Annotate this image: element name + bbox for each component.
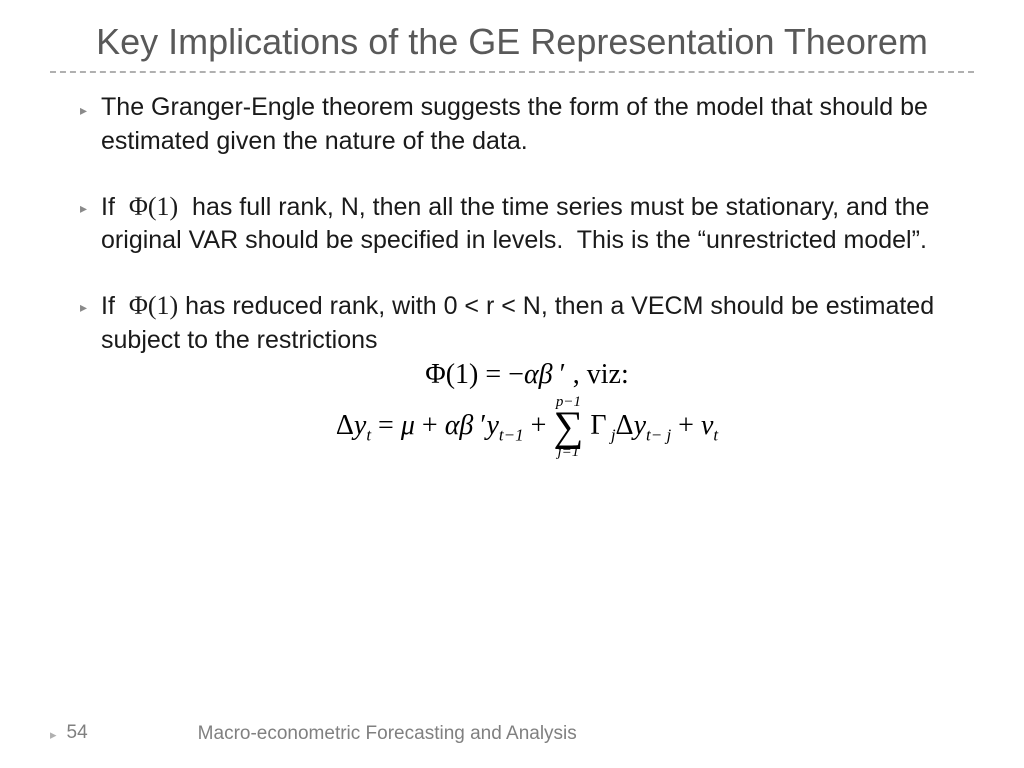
footer-marker-icon: ▸	[50, 727, 57, 743]
equation-line-2: Δyt = μ + αβ ′yt−1 + p−1 ∑ j=1 Γ jΔyt− j…	[336, 396, 718, 459]
page-number: 54	[67, 722, 88, 744]
equation-line-1: Φ(1) = −αβ ′ , viz:	[80, 360, 974, 391]
equation-right: Γ jΔyt− j + vt	[590, 410, 718, 441]
bullet-item: ▸ The Granger-Engle theorem suggests the…	[80, 91, 974, 159]
bullet-item: ▸ If Φ(1) has reduced rank, with 0 < r <…	[80, 288, 974, 358]
slide-container: Key Implications of the GE Representatio…	[0, 0, 1024, 768]
equation-left: Δyt = μ + αβ ′yt−1 +	[336, 410, 554, 441]
bullet-text: The Granger-Engle theorem suggests the f…	[101, 91, 974, 159]
equation-block: Φ(1) = −αβ ′ , viz: Δyt = μ + αβ ′yt−1 +…	[80, 360, 974, 459]
bullet-marker-icon: ▸	[80, 298, 87, 317]
title-divider	[50, 71, 974, 73]
summation: p−1 ∑ j=1	[553, 396, 583, 459]
bullet-text: If Φ(1) has reduced rank, with 0 < r < N…	[101, 288, 974, 358]
sum-lower: j=1	[553, 446, 583, 460]
footer-title: Macro-econometric Forecasting and Analys…	[198, 722, 577, 746]
sigma-icon: ∑	[553, 410, 583, 446]
bullet-item: ▸ If Φ(1) has full rank, N, then all the…	[80, 189, 974, 259]
bullet-text: If Φ(1) has full rank, N, then all the t…	[101, 189, 974, 259]
slide-footer: ▸ 54 Macro-econometric Forecasting and A…	[50, 722, 974, 746]
bullet-marker-icon: ▸	[80, 199, 87, 218]
slide-title: Key Implications of the GE Representatio…	[50, 20, 974, 63]
content-area: ▸ The Granger-Engle theorem suggests the…	[50, 91, 974, 768]
bullet-marker-icon: ▸	[80, 101, 87, 120]
